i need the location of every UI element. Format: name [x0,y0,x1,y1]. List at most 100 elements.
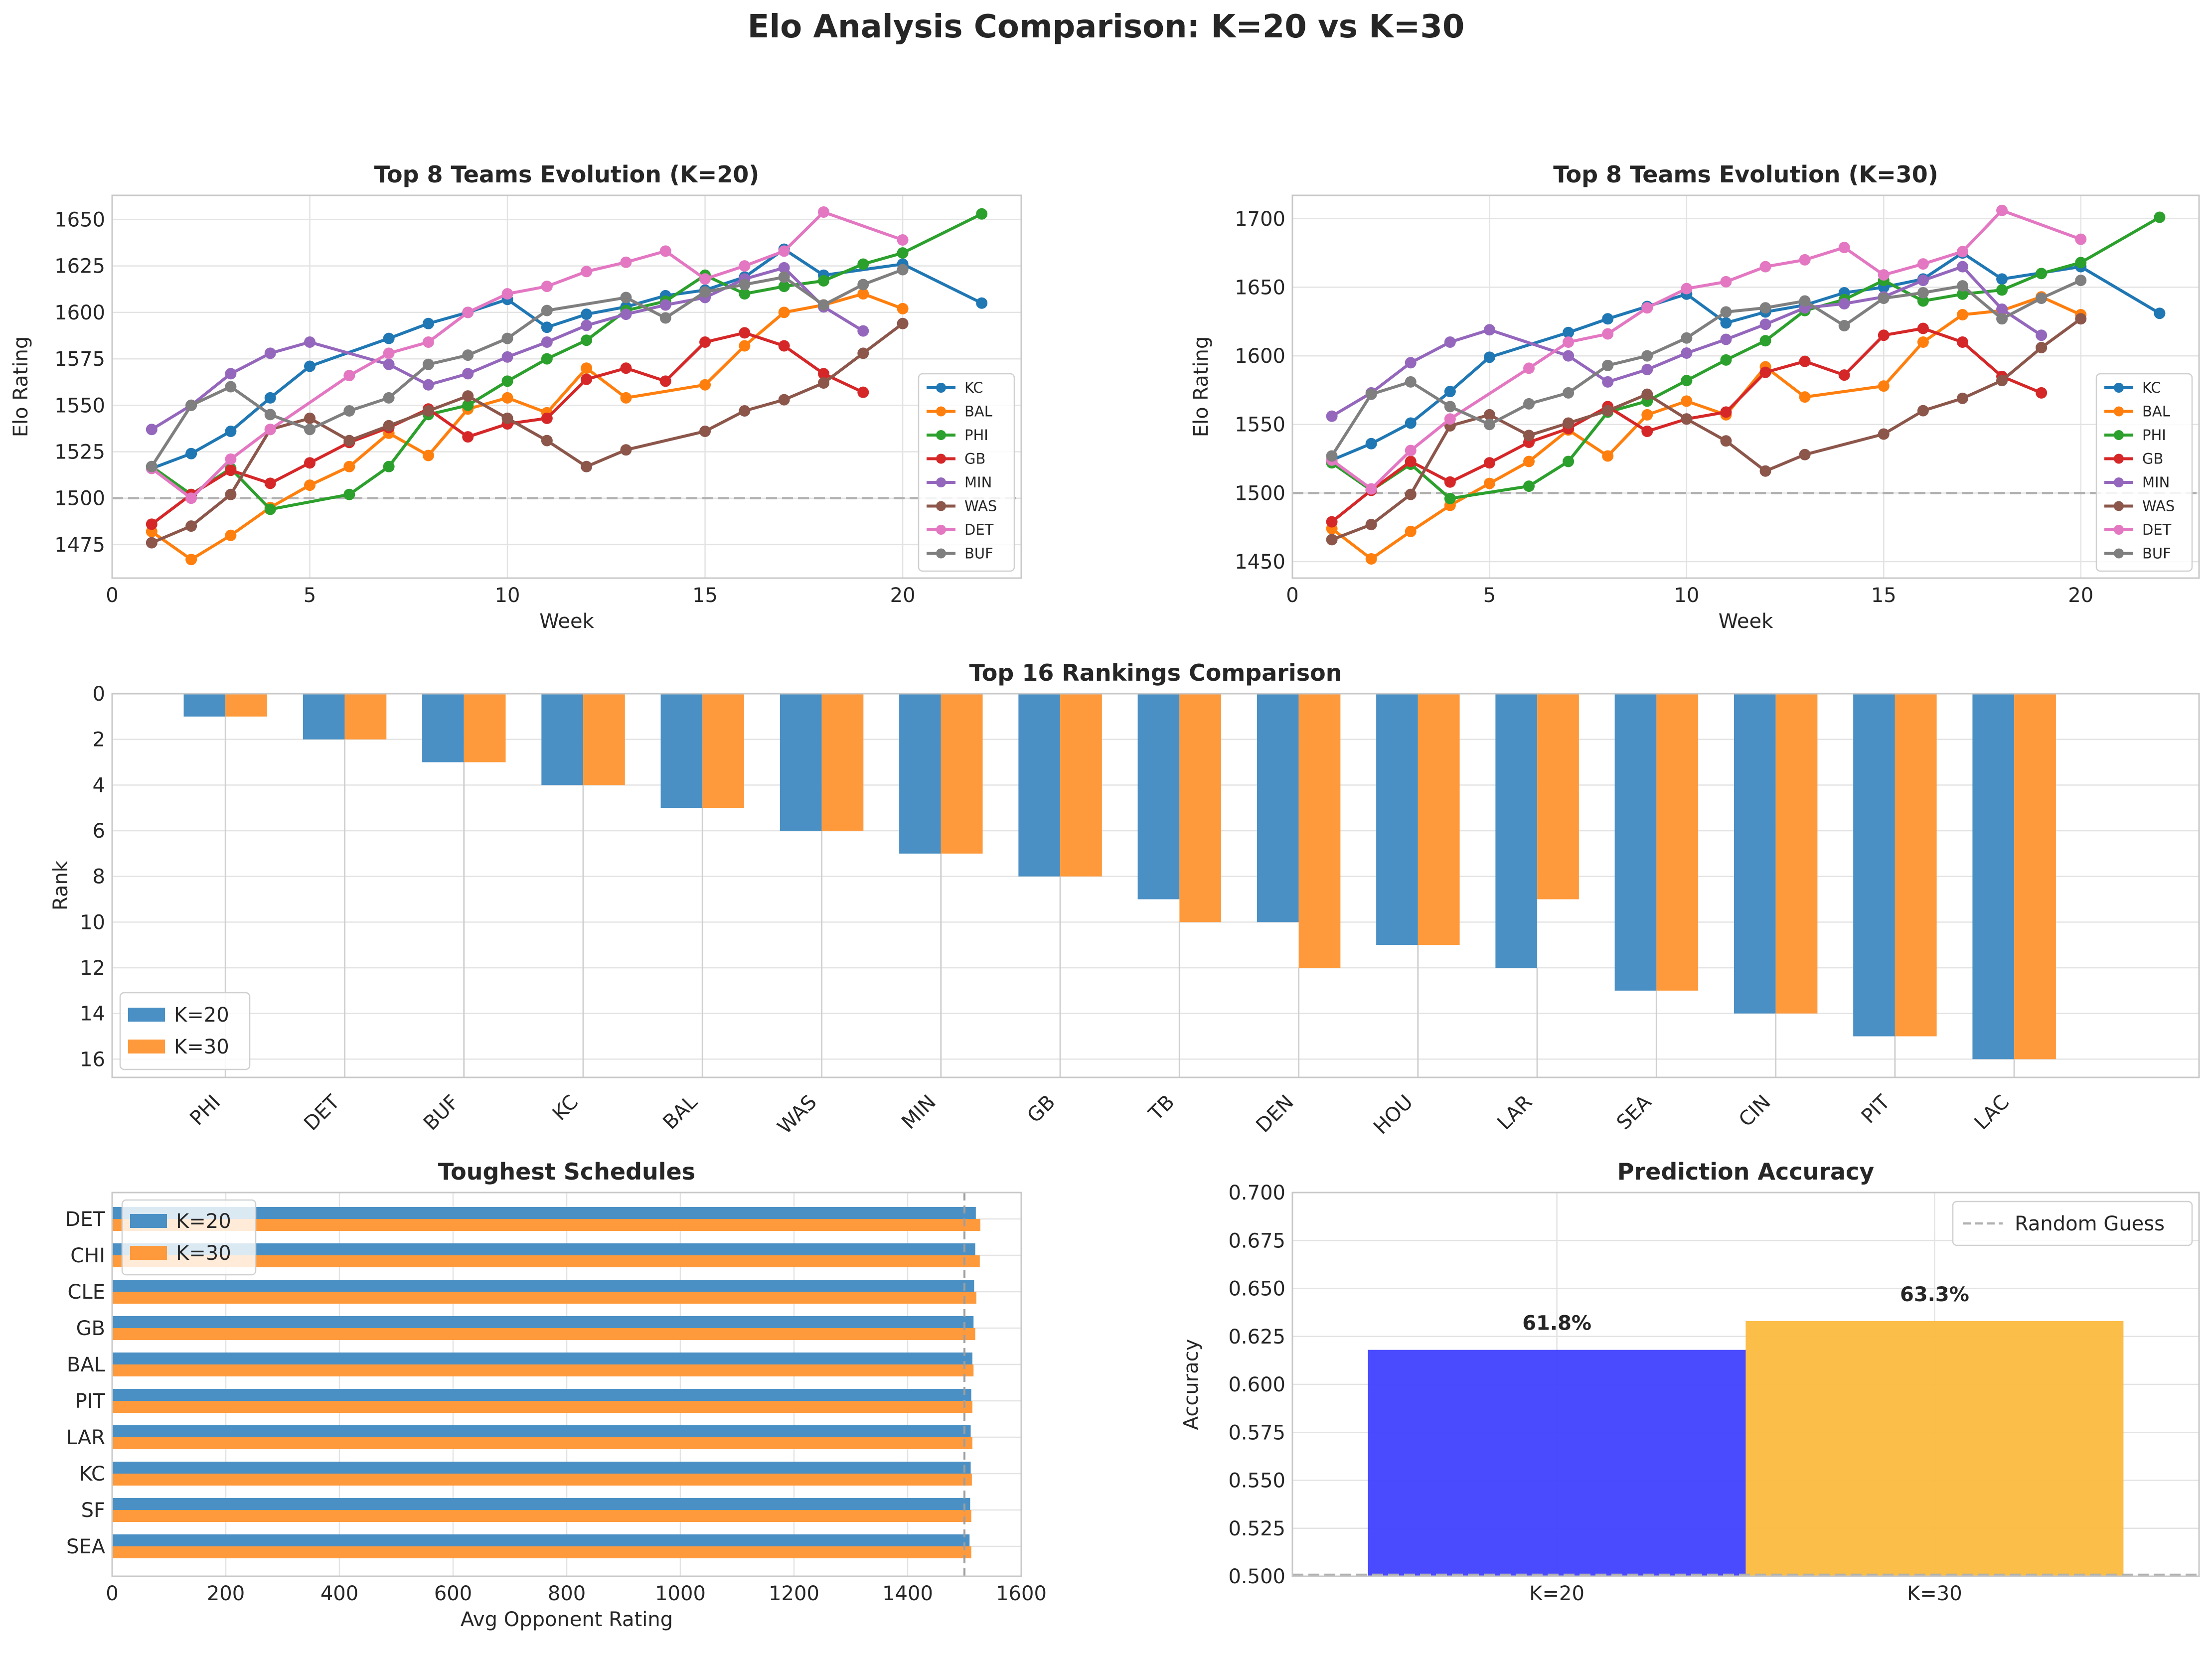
x-tick-label: 0 [106,1582,118,1605]
data-point-was [1563,417,1575,429]
y-tick-label: 1600 [54,301,105,324]
data-point-buf [1641,350,1653,362]
data-point-min [1563,350,1575,362]
data-point-gb [1799,355,1811,367]
data-point-det [1917,258,1929,270]
schedule-bar-k20-sf [112,1498,970,1510]
data-point-phi [501,375,513,387]
data-point-gb [659,375,671,387]
y-tick-label: 0.575 [1228,1421,1285,1444]
data-point-was [185,520,197,532]
data-point-kc [264,392,276,404]
data-point-gb [581,373,593,385]
schedule-bar-k20-kc [112,1462,971,1474]
data-point-bal [581,362,593,374]
data-point-det [2075,233,2087,245]
data-point-phi [1996,284,2008,296]
data-point-was [1759,465,1771,477]
legend-marker-det [2114,525,2124,535]
data-point-buf [1444,401,1456,413]
data-point-phi [1720,354,1732,366]
y-tick-label: 16 [80,1048,105,1071]
data-point-kc [1483,351,1495,363]
y-tick-label: 14 [80,1003,105,1026]
data-point-gb [541,412,553,424]
plot-frame [111,693,2200,1078]
data-point-min [857,325,869,337]
rank-bar-k30-den [1298,694,1341,968]
y-tick-label-lar: LAR [66,1426,105,1449]
data-point-was [2036,342,2048,354]
y-tick-label: 1550 [1235,414,1285,437]
y-tick-label: 0.500 [1228,1565,1285,1588]
legend-label-gb: GB [2142,451,2163,467]
data-point-was [1681,413,1693,425]
data-point-buf [541,304,553,316]
data-point-phi [1563,455,1575,467]
data-point-was [581,460,593,472]
legend-label-bal: BAL [964,403,992,420]
y-tick-label-sf: SF [81,1499,105,1522]
data-point-buf [1720,306,1732,318]
data-point-min [1838,298,1850,309]
rank-bar-k20-lar [1495,694,1538,968]
data-point-gb [462,431,474,443]
data-point-gb [739,327,751,339]
data-point-was [1996,375,2008,387]
legend-marker-kc [2114,383,2124,393]
data-point-buf [501,332,513,344]
legend-label-k20: K=20 [176,1210,231,1233]
data-point-kc [1720,317,1732,329]
data-point-was [1602,405,1614,417]
data-point-kc [185,448,197,459]
data-point-bal [620,392,632,404]
y-tick-label: 0.700 [1228,1182,1285,1204]
data-point-min [1956,261,1968,273]
x-tick-label: 10 [495,584,520,607]
data-point-phi [383,460,395,472]
y-tick-label-bal: BAL [67,1354,106,1376]
legend-swatch-k20 [128,1008,165,1022]
data-point-min [1602,376,1614,388]
y-tick-label: 0.550 [1228,1470,1285,1493]
data-point-det [1641,302,1653,314]
data-point-phi [778,281,790,293]
rank-bar-k20-bal [660,694,703,808]
x-tick-label: 0 [106,584,118,607]
legend-label-min: MIN [2142,474,2170,491]
data-point-gb [857,386,869,398]
data-point-bal [422,450,434,461]
data-point-bal [1365,553,1377,565]
data-point-det [1838,242,1850,254]
legend-marker-min [936,477,946,487]
data-point-was [1799,449,1811,460]
data-point-gb [225,464,237,476]
data-point-det [1365,483,1377,495]
data-point-was [857,347,869,359]
data-point-buf [1996,313,2008,325]
data-point-kc [976,297,988,309]
legend-marker-phi [2114,430,2124,440]
data-point-phi [2036,268,2048,280]
data-point-gb [1405,455,1417,467]
y-tick-label: 1700 [1235,208,1285,231]
data-point-bal [501,392,513,404]
legend-marker-bal [936,406,946,417]
data-point-det [1759,261,1771,273]
y-tick-label: 0.675 [1228,1229,1285,1252]
data-point-det [541,281,553,293]
data-point-buf [422,358,434,370]
data-point-bal [343,460,355,472]
rank-bar-k20-phi [183,694,226,717]
data-point-det [1681,283,1693,295]
data-point-buf [778,271,790,283]
data-point-was [2075,313,2087,325]
data-point-det [343,370,355,382]
data-point-kc [1405,417,1417,429]
y-tick-label: 6 [93,820,105,843]
data-point-buf [817,299,829,311]
data-point-buf [343,405,355,417]
data-point-buf [2036,292,2048,304]
data-point-gb [1326,516,1338,528]
data-point-det [1523,362,1535,374]
